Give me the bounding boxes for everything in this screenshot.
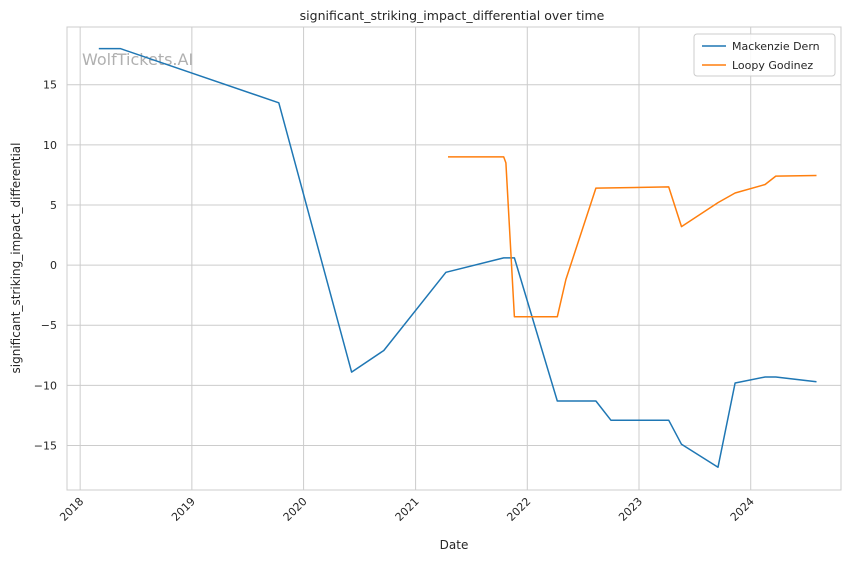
y-tick-label: 15 xyxy=(43,79,57,92)
y-tick-label: 5 xyxy=(50,199,57,212)
y-tick-label: −5 xyxy=(41,319,57,332)
series-line-loopy-godinez xyxy=(448,156,817,318)
legend: Mackenzie Dern Loopy Godinez xyxy=(693,33,836,77)
y-tick-label: 10 xyxy=(43,139,57,152)
y-tick-labels: −15 −10 −5 0 5 10 15 xyxy=(34,79,57,453)
x-axis-title: Date xyxy=(440,538,469,552)
legend-label-mackenzie-dern: Mackenzie Dern xyxy=(732,40,820,53)
series-layer xyxy=(98,47,817,468)
y-tick-label: −10 xyxy=(34,379,57,392)
y-axis-title: significant_striking_impact_differential xyxy=(9,143,23,374)
y-tick-label: −15 xyxy=(34,440,57,453)
legend-box xyxy=(693,33,836,77)
grid xyxy=(67,27,841,490)
legend-label-loopy-godinez: Loopy Godinez xyxy=(732,59,813,72)
y-tick-label: 0 xyxy=(50,259,57,272)
watermark: WolfTickets.AI xyxy=(82,50,193,69)
plot-area-frame xyxy=(66,26,842,491)
series-line-mackenzie-dern xyxy=(98,47,817,468)
chart-title: significant_striking_impact_differential… xyxy=(300,8,605,23)
